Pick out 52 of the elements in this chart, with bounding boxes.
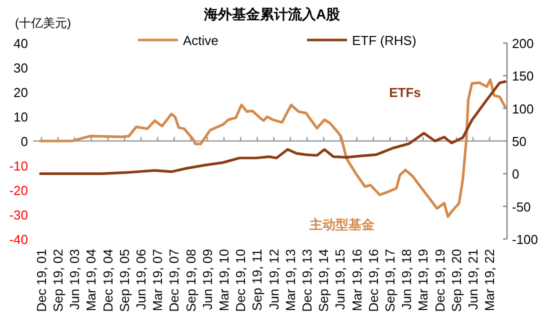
x-tick-label: Mar 19, 19 — [416, 249, 431, 312]
x-tick-label: Jun 19, 18 — [399, 249, 414, 310]
chart-title: 海外基金累计流入A股 — [202, 6, 342, 22]
x-tick-label: Dec 19, 10 — [233, 249, 248, 312]
x-tick-label: Jun 19, 06 — [134, 249, 149, 310]
x-tick-label: Sep 19, 08 — [183, 249, 198, 312]
x-tick-label: Dec 19, 01 — [34, 249, 49, 312]
legend-label: ETF (RHS) — [352, 33, 416, 48]
line-series — [39, 78, 506, 218]
x-tick-label: Mar 19, 10 — [216, 249, 232, 312]
y2-tick-label: -50 — [512, 199, 531, 214]
y-tick-label: -20 — [9, 183, 28, 198]
y2-tick-label: 50 — [512, 134, 526, 149]
x-tick-label: Sep 19, 14 — [316, 249, 332, 312]
x-tick-label: Sep 19, 20 — [448, 249, 464, 312]
y2-tick-label: -100 — [512, 232, 538, 247]
y-tick-label: -10 — [9, 158, 28, 174]
y2-tick-label: 0 — [512, 166, 520, 182]
x-tick-label: Sep 19, 17 — [382, 249, 398, 312]
x-tick-label: Jun 19, 12 — [266, 249, 282, 310]
x-tick-label: Mar 19, 04 — [84, 249, 99, 312]
x-tick-label: Mar 19, 16 — [349, 249, 364, 312]
y2-tick-label: 100 — [512, 101, 534, 116]
x-tick-label: Jun 19, 09 — [200, 249, 215, 310]
x-tick-label: Jun 19, 21 — [466, 249, 481, 310]
x-tick-label: Mar 19, 22 — [482, 249, 498, 312]
y-axis-title: (十亿美元) — [15, 16, 71, 30]
y-tick-label: -30 — [9, 208, 28, 222]
y-tick-label: 30 — [14, 60, 28, 76]
x-tick-label: Jun 19, 03 — [67, 249, 82, 310]
annotation: 主动型基金 — [308, 217, 376, 232]
x-tick-label: Jun 19, 15 — [332, 249, 348, 310]
x-tick-label: Sep 19, 02 — [50, 249, 66, 312]
annotation: ETFs — [389, 85, 421, 100]
y2-tick-label: 200 — [512, 36, 534, 51]
x-tick-label: Dec 19, 04 — [100, 249, 116, 312]
x-tick-label: Mar 19, 07 — [150, 249, 166, 312]
y-tick-label: 20 — [14, 85, 28, 100]
y-tick-label: 10 — [14, 110, 28, 124]
x-tick-label: Dec 19, 07 — [166, 249, 182, 312]
y-tick-label: -40 — [9, 232, 28, 247]
x-tick-label: Dec 19, 13 — [300, 249, 315, 312]
x-tick-label: Mar 19, 13 — [282, 249, 298, 312]
y-tick-label: 40 — [14, 36, 28, 51]
x-tick-label: Sep 19, 05 — [116, 249, 132, 312]
y2-tick-label: 150 — [512, 68, 534, 84]
legend-label: Active — [183, 33, 218, 48]
x-tick-label: Dec 19, 19 — [432, 249, 448, 312]
x-tick-label: Dec 19, 16 — [366, 249, 381, 312]
x-tick-label: Sep 19, 11 — [250, 249, 265, 311]
line-series — [39, 80, 506, 175]
y-tick-label: 0 — [20, 134, 28, 149]
